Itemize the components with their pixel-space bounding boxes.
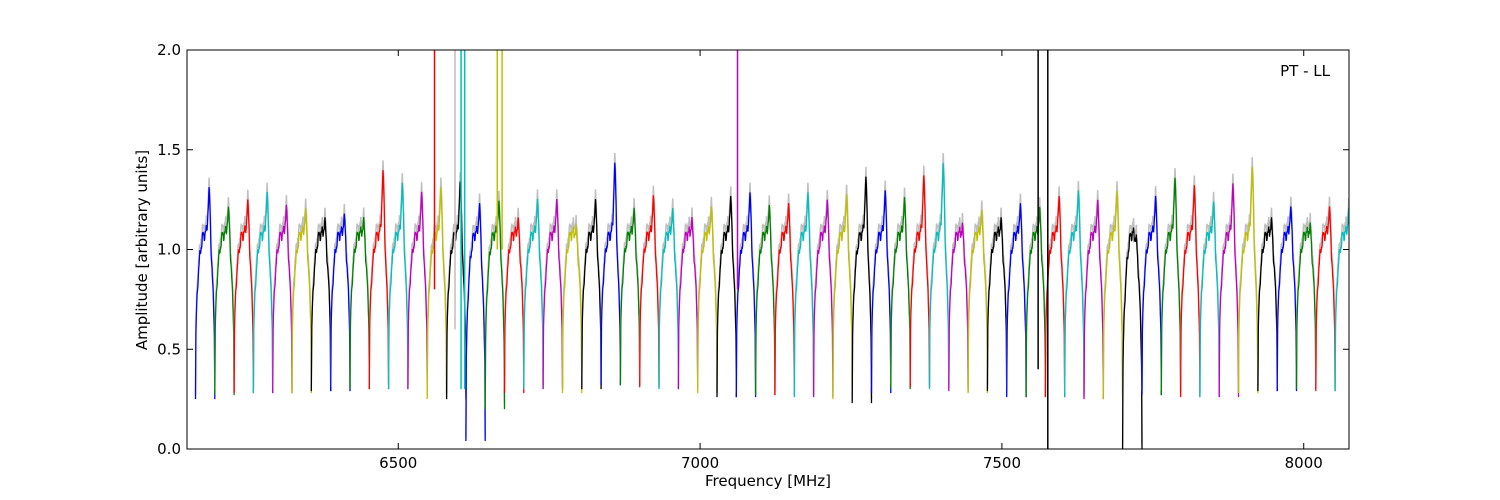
channel-curve-31	[793, 192, 815, 398]
y-tick-label-2: 1.0	[157, 241, 181, 259]
channel-curve-26	[697, 206, 718, 394]
x-tick-label-1: 7000	[681, 454, 719, 472]
channel-curve-41	[986, 217, 1008, 392]
channel-curve-11	[407, 191, 428, 390]
channel-curve-0	[194, 187, 216, 400]
x-tick-label-3: 8000	[1285, 454, 1323, 472]
channel-curve-33	[832, 194, 853, 400]
channel-curve-23	[639, 195, 660, 388]
channel-curve-3	[252, 192, 274, 394]
channel-curve-13	[445, 181, 467, 400]
channel-curve-44	[1044, 196, 1066, 398]
x-tick-label-2: 7500	[983, 454, 1021, 472]
channel-curve-47	[1102, 190, 1124, 400]
channel-curve-36	[890, 197, 911, 390]
channel-curve-56	[1276, 206, 1298, 392]
y-tick-label-4: 2.0	[157, 41, 181, 59]
channel-curve-25	[677, 217, 699, 390]
channel-curve-50	[1160, 177, 1182, 396]
channel-curve-10	[387, 182, 409, 390]
chart-annotation: PT - LL	[1280, 62, 1331, 80]
channel-curve-17	[523, 198, 544, 390]
channel-curve-4	[272, 204, 293, 394]
channel-curve-12	[426, 187, 448, 400]
channel-curve-35	[870, 190, 892, 394]
channel-curve-52	[1199, 201, 1220, 398]
channel-curve-39	[948, 222, 969, 392]
channel-curve-49	[1141, 195, 1162, 396]
channel-curve-28	[735, 192, 757, 398]
channel-curve-29	[754, 204, 776, 396]
channel-curve-32	[812, 199, 834, 398]
plot-area	[187, 50, 1349, 449]
channel-curve-55	[1257, 217, 1278, 392]
channel-curve-18	[542, 198, 564, 390]
channel-curve-19	[561, 224, 583, 394]
ticks-layer: 6500 7000 7500 8000 0.0 0.5 1.0 1.5 2.0	[157, 41, 1349, 472]
x-axis-label: Frequency [MHz]	[705, 472, 831, 490]
channel-curve-30	[774, 203, 795, 396]
y-axis-label: Amplitude [arbitrary units]	[133, 150, 151, 350]
channel-curve-27	[716, 196, 737, 398]
channel-curve-22	[619, 207, 641, 386]
channel-curve-21	[600, 162, 622, 386]
channel-curve-37	[909, 175, 931, 388]
channel-curve-2	[233, 199, 255, 394]
channel-curve-48	[1121, 227, 1143, 449]
channel-curve-6	[310, 217, 332, 392]
channel-curve-54	[1237, 166, 1259, 394]
channel-curve-16	[503, 217, 525, 394]
channel-curve-5	[291, 208, 312, 394]
y-tick-label-1: 0.5	[157, 340, 181, 358]
channel-curve-51	[1179, 185, 1201, 398]
channel-curve-40	[967, 210, 989, 394]
channel-curve-8	[349, 217, 370, 390]
series-layer	[194, 50, 1349, 449]
channel-curve-57	[1295, 222, 1317, 390]
channel-curve-45	[1064, 190, 1085, 398]
channel-curve-9	[368, 170, 390, 390]
channel-curve-38	[928, 162, 950, 390]
y-tick-label-3: 1.5	[157, 141, 181, 159]
channel-curve-1	[214, 206, 235, 396]
channel-curve-53	[1218, 183, 1240, 398]
channel-curve-34	[851, 176, 873, 404]
channel-curve-14	[465, 203, 486, 442]
channel-curve-20	[581, 198, 602, 390]
channel-curve-43	[1025, 206, 1047, 398]
channel-curve-58	[1315, 206, 1336, 392]
channel-curve-46	[1083, 199, 1104, 400]
channel-curve-59	[1334, 208, 1349, 392]
channel-curve-15	[484, 200, 506, 410]
x-tick-label-0: 6500	[379, 454, 417, 472]
channel-curve-24	[658, 208, 680, 390]
channel-curve-7	[330, 213, 351, 392]
y-tick-label-0: 0.0	[157, 440, 181, 458]
channel-curve-42	[1006, 203, 1027, 398]
